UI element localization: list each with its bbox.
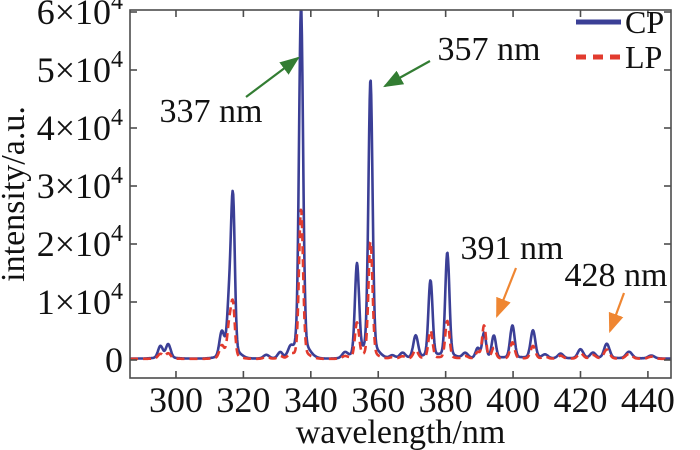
x-tick-label: 300 [149,380,203,420]
y-tick-label: 2×104 [37,221,123,264]
y-tick-label: 5×104 [37,47,123,90]
lp-line [130,208,671,361]
x-tick-label: 400 [486,380,540,420]
annotation-label-391nm: 391 nm [461,230,564,267]
x-tick-label: 380 [419,380,473,420]
x-tick-label: 360 [351,380,405,420]
axes-frame [129,9,672,379]
legend-cp-label: CP [625,4,664,40]
y-tick-label: 3×104 [37,163,123,206]
y-tick-label: 6×104 [37,0,123,32]
legend-lp-label: LP [625,39,662,75]
x-axis-label: wavelength/nm [296,414,506,450]
y-tick-label: 0 [105,340,123,380]
x-tick-label: 340 [284,380,338,420]
x-tick-label: 440 [621,380,675,420]
annotation-arrow-337nm [245,56,300,98]
tick-marks [130,10,671,378]
annotation-label-337nm: 337 nm [160,93,263,130]
annotation-label-428nm: 428 nm [565,257,668,294]
cp-line [130,10,671,360]
y-axis-label: intensity/a.u. [0,106,32,282]
x-tick-label: 420 [553,380,607,420]
annotation-arrow-428nm [608,292,626,334]
y-tick-label: 4×104 [37,105,123,148]
y-tick-label: 1×104 [37,279,123,322]
series-group [130,10,671,361]
annotation-arrow-391nm [495,267,518,319]
x-tick-label: 320 [216,380,270,420]
annotation-arrow-357nm [383,60,431,88]
annotation-label-357nm: 357 nm [438,31,541,68]
